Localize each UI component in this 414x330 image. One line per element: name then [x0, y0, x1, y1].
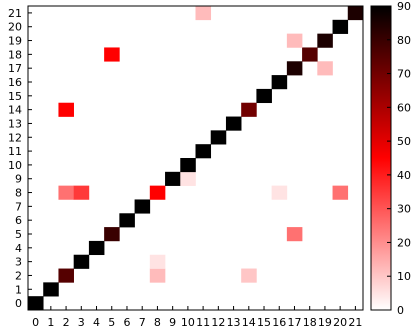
y-tick-label: 1 — [15, 283, 22, 296]
colorbar-tick-label: 10 — [397, 270, 411, 283]
x-tick-label: 10 — [181, 316, 195, 329]
colorbar — [370, 5, 392, 311]
x-axis-ticks: 0 1 2 3 4 5 6 7 8 9 10 11 12 13 14 15 16 17 18 19 20 21 — [32, 306, 362, 329]
x-tick-label: 6 — [123, 316, 130, 329]
heatmap-cell — [104, 47, 120, 62]
heatmap-cell — [332, 185, 349, 200]
heatmap-cell — [271, 185, 288, 200]
y-tick-label: 21 — [8, 7, 22, 20]
heatmap-cell — [165, 171, 181, 186]
y-tick-label: 19 — [8, 35, 22, 48]
y-tick-label: 20 — [8, 21, 22, 34]
y-tick-label: 6 — [15, 214, 22, 227]
y-tick-label: 2 — [15, 269, 22, 282]
x-tick-label: 14 — [242, 316, 256, 329]
colorbar-tick-label: 20 — [397, 236, 411, 249]
y-tick-label: 16 — [8, 76, 22, 89]
x-tick-label: 2 — [63, 316, 70, 329]
heatmap-cell — [332, 19, 349, 34]
heatmap-cell — [241, 268, 257, 283]
heatmap-cell — [149, 185, 166, 200]
y-tick-label: 8 — [15, 187, 22, 200]
x-tick-label: 5 — [108, 316, 115, 329]
x-tick-label: 3 — [78, 316, 85, 329]
heatmap-cell — [134, 199, 151, 214]
y-tick-label: 17 — [8, 62, 22, 75]
heatmap-cell — [271, 75, 288, 90]
y-tick-label: 4 — [15, 242, 22, 255]
heatmap-cell — [58, 268, 74, 283]
colorbar-tick-label: 80 — [397, 34, 411, 47]
heatmap-cell — [149, 254, 166, 269]
heatmap-cell — [210, 130, 227, 145]
heatmap-cell — [73, 254, 90, 269]
heatmap-cell — [149, 268, 166, 283]
x-tick-label: 20 — [333, 316, 347, 329]
heatmap-cell — [58, 102, 74, 117]
x-tick-label: 13 — [227, 316, 241, 329]
x-tick-label: 17 — [287, 316, 301, 329]
heatmap-cell — [119, 213, 135, 228]
y-tick-label: 18 — [8, 48, 22, 61]
colorbar-tick-label: 70 — [397, 68, 411, 81]
y-tick-label: 15 — [8, 90, 22, 103]
heatmap-cells — [28, 6, 364, 311]
heatmap-cell — [28, 296, 44, 311]
colorbar-tick-label: 90 — [397, 0, 411, 13]
y-tick-label: 0 — [15, 297, 22, 310]
heatmap-cell — [225, 116, 242, 131]
heatmap-cell — [180, 158, 196, 173]
y-tick-label: 14 — [8, 104, 22, 117]
x-tick-label: 4 — [93, 316, 100, 329]
y-tick-label: 13 — [8, 117, 22, 130]
colorbar-tick-label: 0 — [397, 304, 404, 317]
x-tick-label: 21 — [348, 316, 362, 329]
x-tick-label: 11 — [196, 316, 210, 329]
colorbar-tick-label: 40 — [397, 169, 411, 182]
heatmap-cell — [43, 282, 59, 297]
heatmap-cell — [256, 88, 272, 104]
x-tick-label: 1 — [47, 316, 54, 329]
y-tick-label: 7 — [15, 200, 22, 213]
heatmap-cell — [104, 227, 120, 242]
heatmap-cell — [180, 171, 196, 186]
colorbar-tick-label: 30 — [397, 203, 411, 216]
x-tick-label: 18 — [303, 316, 317, 329]
heatmap-cell — [286, 227, 303, 242]
heatmap-cell — [286, 33, 303, 48]
y-tick-label: 10 — [8, 159, 22, 172]
heatmap-cell — [347, 6, 364, 21]
x-tick-label: 0 — [32, 316, 39, 329]
heatmap-cell — [302, 47, 318, 62]
colorbar-ticks: 0 10 20 30 40 50 60 70 80 90 — [387, 0, 411, 317]
x-tick-label: 8 — [154, 316, 161, 329]
heatmap-cell — [241, 102, 257, 117]
colorbar-tick-label: 50 — [397, 135, 411, 148]
heatmap-cell — [195, 144, 212, 159]
heatmap-cell — [317, 61, 333, 76]
heatmap-cell — [195, 6, 212, 21]
y-tick-label: 3 — [15, 256, 22, 269]
x-tick-label: 7 — [139, 316, 146, 329]
heatmap-cell — [317, 33, 333, 48]
y-tick-label: 9 — [15, 173, 22, 186]
y-tick-label: 11 — [8, 145, 22, 158]
x-tick-label: 9 — [169, 316, 176, 329]
heatmap-cell — [88, 240, 105, 256]
colorbar-tick-label: 60 — [397, 101, 411, 114]
heatmap-cell — [58, 185, 74, 200]
heatmap-cell — [286, 61, 303, 76]
plot-frame — [27, 5, 364, 311]
x-tick-label: 12 — [211, 316, 225, 329]
x-tick-label: 16 — [272, 316, 286, 329]
x-tick-label: 15 — [257, 316, 271, 329]
heatmap-cell — [73, 185, 90, 200]
x-tick-label: 19 — [318, 316, 332, 329]
y-tick-label: 12 — [8, 131, 22, 144]
y-tick-label: 5 — [15, 228, 22, 241]
